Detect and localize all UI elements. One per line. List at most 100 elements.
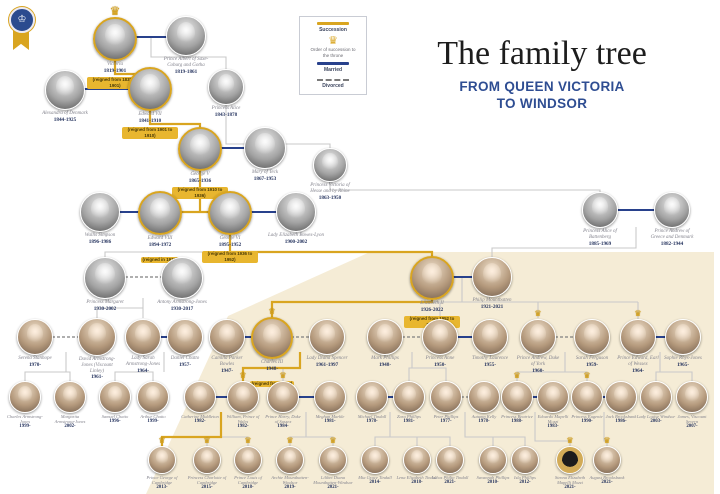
person-david-armstrong-jones: David Armstrong-Jones (Viscount Linley) 1… (74, 308, 120, 381)
portrait-prince-andrew-duke-of-york (520, 319, 556, 355)
person-princess-victoria-of-hesse: Princess Victoria of Hesse and by Rhine 1… (307, 138, 353, 201)
succession-crown-icon: ♛ (329, 436, 337, 445)
caption-archie-mountbatten-windsor: Archie Mountbatten-Windsor 2019- (268, 475, 312, 491)
link-descent (408, 367, 447, 382)
legend-crown-icon: ♛ (328, 35, 338, 47)
reign-note: (reigned in 1936) (140, 257, 180, 264)
person-dates: 1981- (403, 419, 415, 425)
portrait-lady-elizabeth-bowes-lyon (276, 192, 316, 232)
portrait-peter-phillips (430, 381, 462, 413)
person-prince-louis: ♛ Prince Louis of Cambridge 2018- (226, 436, 270, 491)
reign-note: (reigned from 1910 to 1936) (172, 187, 228, 200)
person-name: Timothy Laurence (471, 356, 509, 361)
portrait-lucas-tindall (436, 446, 464, 474)
person-name: Prince Louis of Cambridge (234, 475, 262, 486)
succession-crown-icon: ♛ (634, 309, 642, 318)
person-dates: 1961- (90, 374, 104, 381)
person-isla-phillips: Isla Phillips 2012- (503, 436, 547, 486)
person-dates: 1999- (19, 424, 31, 430)
caption-michael-tindall: Michael Tindall 1978- (358, 414, 387, 425)
person-name: Edward VIII (147, 236, 173, 241)
portrait-camilla-parker-bowles (209, 319, 245, 355)
caption-zara-phillips: Zara Phillips 1981- (397, 414, 421, 425)
caption-george-vi: George VI 1895-1952 (reigned from 1936 to … (202, 236, 258, 266)
person-serena-stanhope: Serena Stanhope 1970- (12, 309, 58, 368)
link-succession (241, 352, 302, 382)
portrait-charles-armstrong-jones (9, 381, 41, 413)
caption-prince-harry-duke-of-sussex: Prince Harry, Duke of Sussex 1984- (263, 414, 303, 430)
person-sophie-rhys-jones: Sophie Rhys-Jones 1965- (660, 309, 706, 368)
caption-alexandra-of-denmark: Alexandra of Denmark 1844-1925 (42, 111, 88, 123)
person-name: Elizabeth II (420, 301, 444, 306)
person-dates: 1970- (28, 361, 42, 368)
person-princess-alice: Princess Alice 1843-1878 (203, 59, 249, 118)
person-daniel-chatto: Daniel Chatto 1957- (162, 309, 208, 368)
link-descent (534, 412, 571, 447)
person-dates: 1867-1953 (253, 175, 277, 182)
link-succession (228, 232, 434, 257)
person-dates: 1819-1861 (174, 68, 198, 75)
person-name: Princess Victoria of Hesse and by Rhine (310, 183, 350, 194)
person-princess-eugenie: ♛ Princess Eugenie 1990- (567, 371, 607, 425)
caption-david-armstrong-jones: David Armstrong-Jones (Viscount Linley) 1… (74, 357, 120, 381)
succession-crown-icon: ♛ (158, 436, 166, 445)
title-main: The family tree (437, 35, 647, 72)
windsor-highlight-panel (146, 252, 714, 494)
portrait-princess-alice (208, 69, 244, 105)
person-dates: 2018- (242, 485, 254, 491)
person-catherine-middleton: Catherine Middleton 1982- (180, 371, 220, 425)
person-princess-beatrice: ♛ Princess Beatrice 1988- (497, 371, 537, 425)
person-name: Lady Louise Windsor (636, 414, 676, 419)
person-mia-tindall: Mia Grace Tindall 2014- (353, 436, 397, 486)
portrait-princess-beatrice (501, 381, 533, 413)
person-antony-armstrong-jones: Antony Armstrong-Jones 1930-2017 (154, 247, 210, 312)
caption-peter-phillips: Peter Phillips 1977- (434, 414, 459, 425)
portrait-prince-albert (166, 16, 206, 56)
person-name: Serena Stanhope (18, 356, 52, 361)
person-dates: 1894-1972 (148, 241, 172, 248)
person-name: Autumn Kelly (471, 414, 497, 419)
portrait-wallis-simpson (80, 192, 120, 232)
person-princess-alice-of-battenberg: Princess Alice of Battenberg 1885-1969 (577, 182, 623, 247)
person-name: August Brooksbank (589, 475, 625, 480)
link-descent (655, 371, 693, 382)
person-dates: 1882-1944 (660, 240, 684, 247)
portrait-mark-phillips (367, 319, 403, 355)
person-name: Meghan Markle (315, 414, 345, 419)
person-dates: 1921-2021 (480, 303, 504, 310)
person-name: Prince Andrew, Duke of York (516, 356, 560, 367)
portrait-victoria (93, 17, 137, 61)
person-name: Camilla Parker Bowles (211, 356, 243, 367)
person-victoria: ♛ Victoria 1819-1901 (reigned from 1837 to … (87, 5, 143, 92)
portrait-prince-louis (234, 446, 262, 474)
person-dates: 1981- (324, 419, 336, 425)
portrait-james-viscount-severn (676, 381, 708, 413)
caption-lady-sarah-armstrong-jones: Lady Sarah Armstrong-Jones 1964- (120, 356, 166, 374)
person-dates: 2021- (601, 480, 613, 486)
person-prince-albert: Prince Albert of Saxe-Coburg and Gotha 18… (158, 6, 214, 75)
caption-sienna-mapelli-mozzi: Sienna Elizabeth Mapelli Mozzi 2021- (548, 475, 592, 491)
married-line-sample (317, 62, 349, 66)
person-name: Savannah Phillips (476, 475, 510, 480)
person-name: Princess Eugenie (571, 414, 603, 419)
person-dates: 1982- (237, 424, 249, 430)
portrait-princess-margaret (84, 257, 126, 299)
person-name: Jack Brooksbank (605, 414, 637, 419)
person-mary-of-teck: Mary of Teck 1867-1953 (237, 117, 293, 182)
person-dates: 1986- (615, 419, 627, 425)
person-dates: 2021- (444, 480, 456, 486)
title-subtitle: FROM QUEEN VICTORIA TO WINDSOR (396, 78, 688, 113)
portrait-lady-diana-spencer (309, 319, 345, 355)
person-dates: 2012- (519, 480, 531, 486)
person-william-prince-of-wales: ♛ William, Prince of Wales 1982- (223, 371, 263, 430)
person-dates: 2019- (284, 485, 296, 491)
person-margarita-armstrong-jones: Margarita Armstrong-Jones 2002- (50, 371, 90, 430)
person-name: Lena Elizabeth Tindall (396, 475, 438, 480)
person-dates: 1900-2002 (284, 238, 308, 245)
portrait-sophie-rhys-jones (665, 319, 701, 355)
caption-princess-alice-of-battenberg: Princess Alice of Battenberg 1885-1969 (577, 229, 623, 247)
portrait-catherine-middleton (184, 381, 216, 413)
reign-note: (reigned from 1936 to 1952) (202, 251, 258, 264)
person-dates: 1955- (483, 361, 497, 368)
